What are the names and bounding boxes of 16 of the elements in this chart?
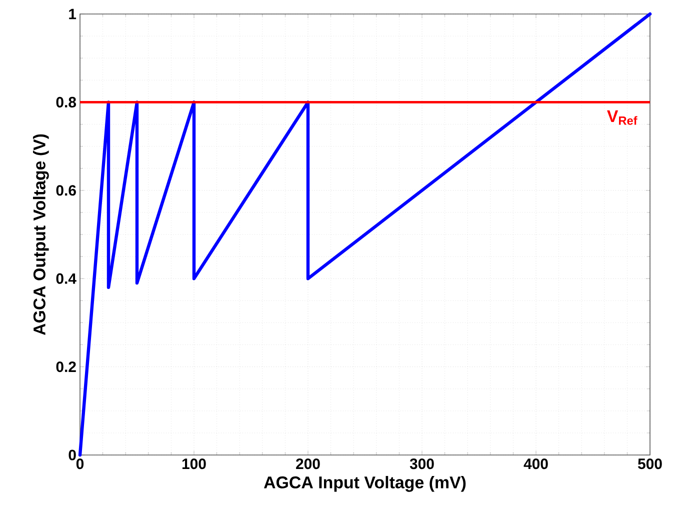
y-tick-label: 0: [68, 450, 76, 460]
x-tick-label: 500: [638, 458, 662, 470]
x-tick-label: 400: [524, 458, 548, 470]
y-tick-label: 0.8: [56, 96, 76, 108]
y-axis-title: AGCA Output Voltage (V): [33, 134, 49, 336]
y-tick-label: 0.2: [56, 362, 76, 372]
y-tick-label: 0.6: [56, 185, 76, 196]
x-tick-label: 300: [410, 458, 434, 470]
x-tick-label: 200: [296, 458, 320, 470]
y-tick-label: 1: [69, 8, 76, 20]
y-tick-label: 0.4: [56, 273, 76, 284]
x-tick-label: 100: [182, 458, 206, 470]
ref-line-label: V$_{Ref}$: [607, 110, 638, 125]
line-series: [78, 12, 652, 457]
x-axis-title: AGCA Input Voltage (mV): [264, 476, 466, 492]
x-tick-label: 0: [76, 458, 84, 470]
